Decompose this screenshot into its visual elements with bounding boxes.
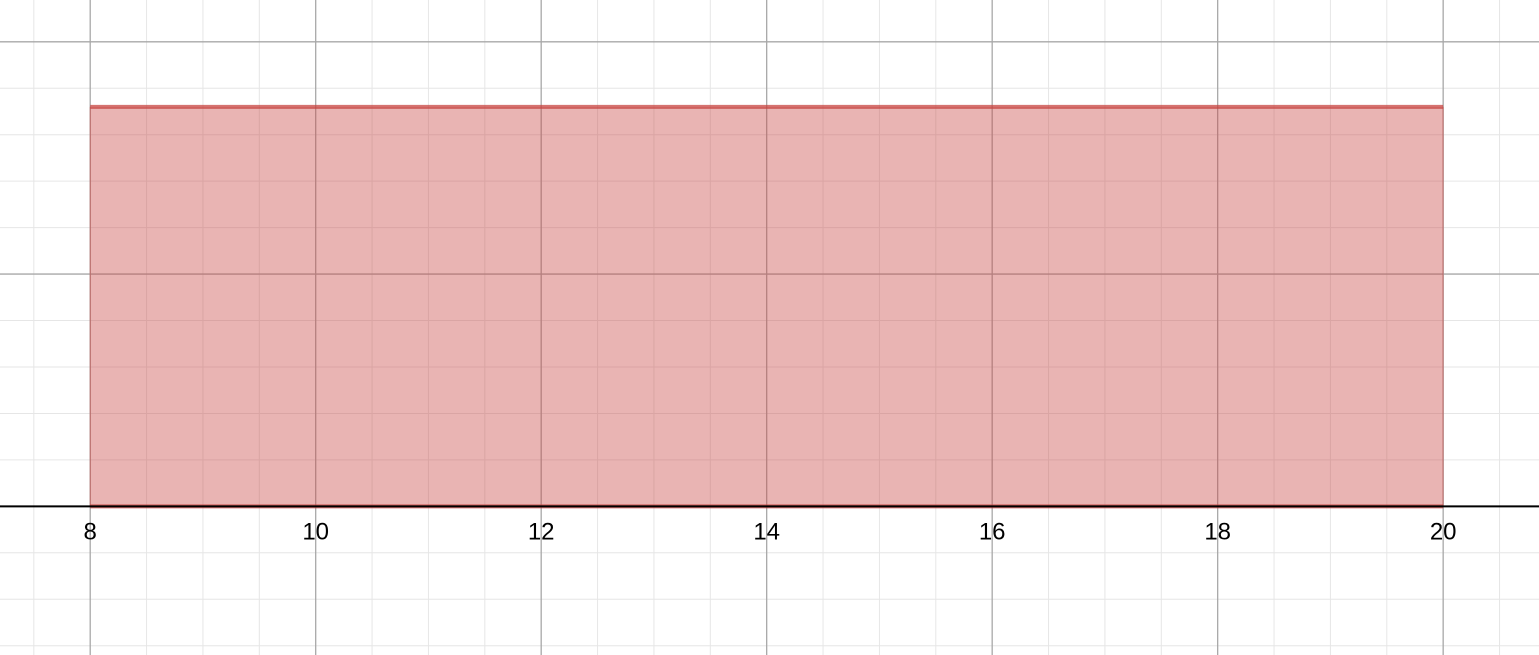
- x-tick-label: 14: [753, 518, 780, 545]
- region-fill: [90, 106, 1444, 507]
- x-tick-labels: 8 10 12 14 16 18 20: [84, 518, 1457, 545]
- x-tick-label: 20: [1430, 518, 1457, 545]
- x-tick-label: 8: [84, 518, 97, 545]
- x-tick-label: 16: [979, 518, 1006, 545]
- x-tick-label: 18: [1204, 518, 1231, 545]
- shaded-region: [89, 104, 1444, 509]
- x-tick-label: 12: [528, 518, 555, 545]
- x-tick-label: 10: [302, 518, 329, 545]
